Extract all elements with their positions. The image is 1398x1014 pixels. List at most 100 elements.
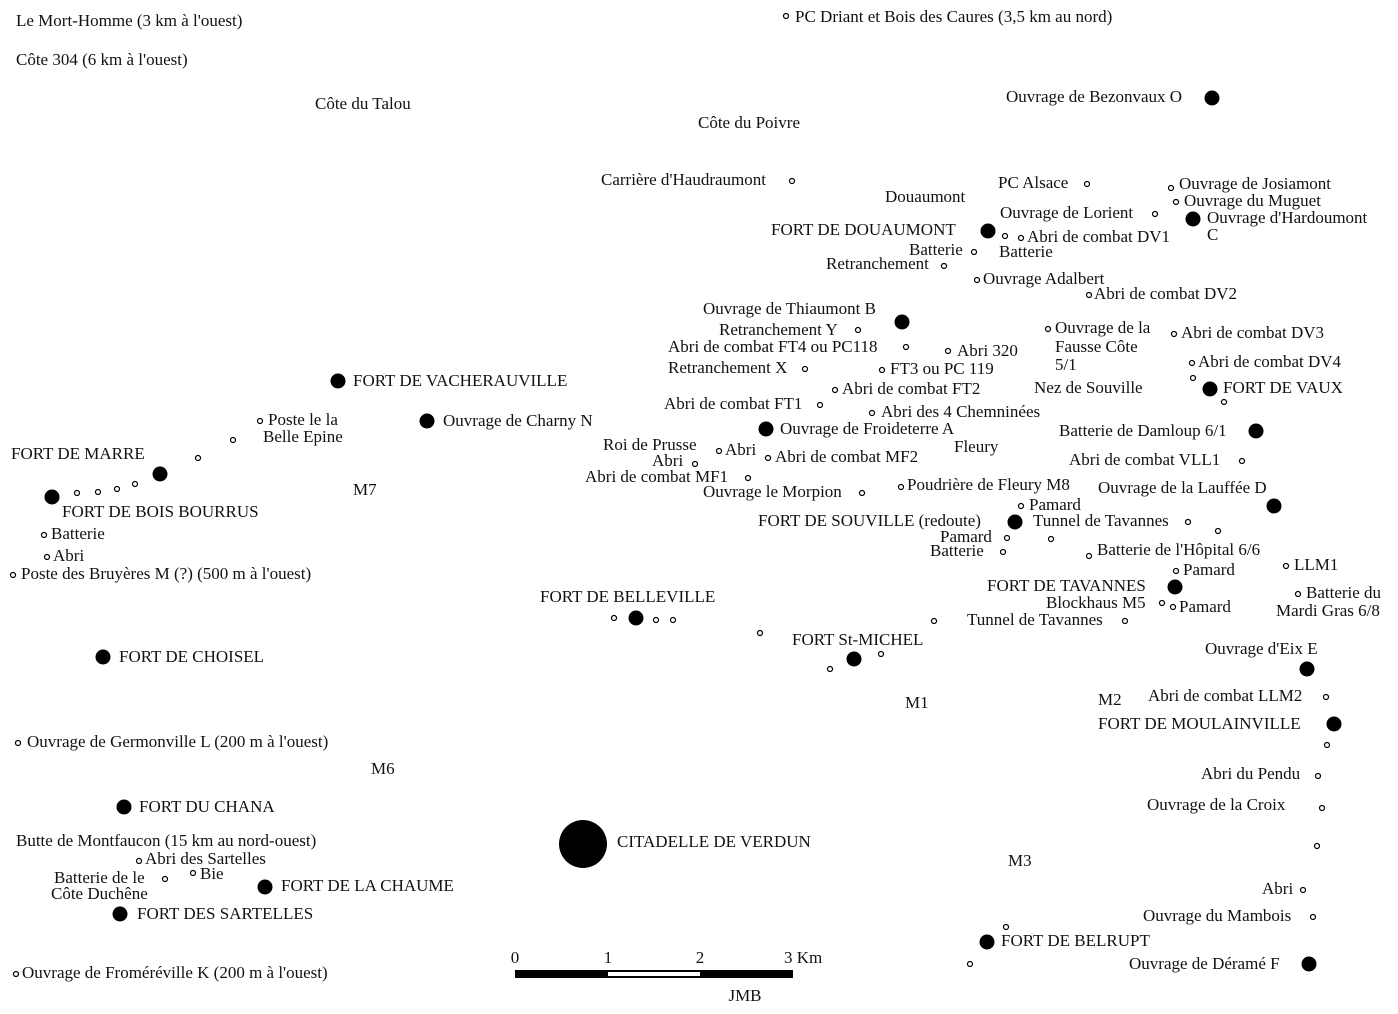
place-label: FORT DU CHANA — [139, 797, 275, 816]
point-marker — [1167, 184, 1175, 192]
place-label: LLM1 — [1294, 555, 1338, 574]
point-marker — [816, 401, 824, 409]
place-label: Abri de combat FT1 — [664, 394, 802, 413]
scale-label: 1 — [604, 948, 613, 967]
point-marker — [1294, 590, 1302, 598]
place-label: Blockhaus M5 — [1046, 593, 1146, 612]
point-marker — [1169, 603, 1177, 611]
place-label: Batterie — [999, 242, 1053, 261]
place-label: Batterie — [51, 524, 105, 543]
place-label: FT3 ou PC 119 — [890, 359, 994, 378]
point-marker — [1188, 359, 1196, 367]
point-marker — [1172, 567, 1180, 575]
point-marker — [161, 875, 169, 883]
fort-marker — [894, 314, 910, 330]
place-label: Carrière d'Haudraumont — [601, 170, 766, 189]
point-marker — [1151, 210, 1159, 218]
place-label: FORT DE MOULAINVILLE — [1098, 714, 1301, 733]
place-label: Batterie — [909, 240, 963, 259]
fort-marker — [979, 934, 995, 950]
place-label: FORT DE DOUAUMONT — [771, 220, 956, 239]
place-label: M1 — [905, 693, 929, 712]
point-marker — [1314, 772, 1322, 780]
fort-marker — [152, 466, 168, 482]
place-label: 5/1 — [1055, 355, 1077, 374]
place-label: Abri de combat MF2 — [775, 447, 918, 466]
point-marker — [1323, 741, 1331, 749]
point-marker — [999, 548, 1007, 556]
fort-marker — [1204, 90, 1220, 106]
citadel-marker — [559, 820, 607, 868]
place-label: Abri de combat FT2 — [842, 379, 980, 398]
fort-marker — [112, 906, 128, 922]
point-marker — [970, 248, 978, 256]
place-label: Poste des Bruyères M (?) (500 m à l'oues… — [21, 564, 311, 583]
place-label: Le Mort-Homme (3 km à l'ouest) — [16, 11, 242, 30]
point-marker — [691, 460, 699, 468]
fort-marker — [419, 413, 435, 429]
place-label: Fausse Côte — [1055, 337, 1138, 356]
place-label: Batterie — [930, 541, 984, 560]
point-marker — [1158, 599, 1166, 607]
place-label: FORT DE BOIS BOURRUS — [62, 502, 259, 521]
place-label: Abri 320 — [957, 341, 1018, 360]
point-marker — [715, 447, 723, 455]
place-label: FORT DE VACHERAUVILLE — [353, 371, 567, 390]
point-marker — [1017, 502, 1025, 510]
point-marker — [1282, 562, 1290, 570]
point-marker — [1309, 913, 1317, 921]
place-label: Abri de combat MF1 — [585, 467, 728, 486]
place-label: CITADELLE DE VERDUN — [617, 832, 811, 851]
place-label: Ouvrage de Bezonvaux O — [1006, 87, 1182, 106]
fort-marker — [1301, 956, 1317, 972]
place-label: FORT St-MICHEL — [792, 630, 923, 649]
place-label: Douaumont — [885, 187, 966, 206]
fort-marker — [1007, 514, 1023, 530]
point-marker — [854, 326, 862, 334]
point-marker — [1220, 398, 1228, 406]
fort-marker — [758, 421, 774, 437]
place-label: Abri — [725, 440, 756, 459]
place-label: Mardi Gras 6/8 — [1276, 601, 1380, 620]
place-label: FORT DE TAVANNES — [987, 576, 1146, 595]
point-marker — [135, 857, 143, 865]
point-marker — [764, 454, 772, 462]
point-marker — [9, 571, 17, 579]
place-label: Abri de combat DV1 — [1027, 227, 1170, 246]
place-label: Abri des 4 Chemninées — [881, 402, 1040, 421]
point-marker — [902, 343, 910, 351]
fort-marker — [1248, 423, 1264, 439]
point-marker — [831, 386, 839, 394]
place-label: Retranchement — [826, 254, 929, 273]
place-label: Ouvrage de Froideterre A — [780, 419, 955, 438]
point-marker — [1322, 693, 1330, 701]
place-label: Ouvrage d'Eix E — [1205, 639, 1318, 658]
point-marker — [788, 177, 796, 185]
point-marker — [229, 436, 237, 444]
point-marker — [1017, 234, 1025, 242]
place-label: Belle Epine — [263, 427, 343, 446]
place-label: FORT DE BELLEVILLE — [540, 587, 715, 606]
place-label: FORT DE SOUVILLE (redoute) — [758, 511, 981, 530]
point-marker — [94, 488, 102, 496]
point-marker — [944, 347, 952, 355]
place-label: Ouvrage d'Hardoumont — [1207, 208, 1368, 227]
place-label: M3 — [1008, 851, 1032, 870]
place-label: Ouvrage de Charny N — [443, 411, 593, 430]
place-label: M6 — [371, 759, 395, 778]
fort-marker — [257, 879, 273, 895]
markers — [9, 12, 1342, 978]
place-label: FORT DE LA CHAUME — [281, 876, 454, 895]
place-label: FORT DE BELRUPT — [1001, 931, 1150, 950]
point-marker — [1002, 923, 1010, 931]
place-label: Tunnel de Tavannes — [967, 610, 1103, 629]
point-marker — [43, 553, 51, 561]
fort-marker — [980, 223, 996, 239]
point-marker — [1001, 232, 1009, 240]
place-label: PC Alsace — [998, 173, 1068, 192]
fort-marker — [95, 649, 111, 665]
place-label: Abri de combat LLM2 — [1148, 686, 1302, 705]
point-marker — [14, 739, 22, 747]
point-marker — [801, 365, 809, 373]
